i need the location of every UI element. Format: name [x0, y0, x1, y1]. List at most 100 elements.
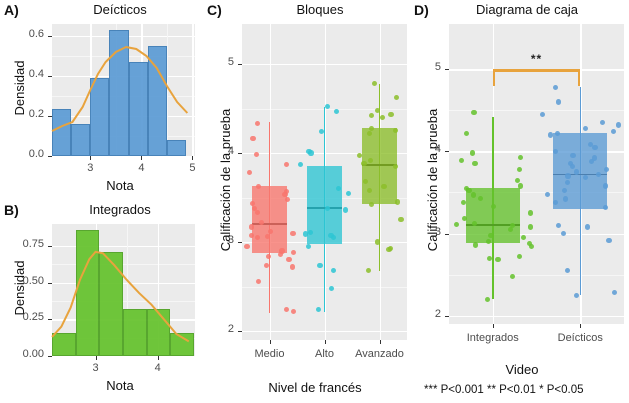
gridline-h-minor [449, 110, 624, 112]
data-point [599, 120, 606, 126]
y-tick-mark [238, 331, 242, 333]
x-tick-label: Deícticos [557, 332, 603, 344]
panel-a-letter: A) [4, 2, 19, 18]
data-point [472, 161, 478, 167]
box-median [252, 223, 287, 226]
panel-b-plot-area: 0.00 0.25 0.50 0.75 3 4 [23, 224, 195, 374]
panel-a: A) Deícticos Densidad Nota 0.0 0.2 0.4 0.6 3… [0, 0, 205, 200]
data-point [342, 207, 349, 213]
y-tick-label: 5 [434, 61, 441, 74]
data-point [308, 150, 314, 156]
panel-d-ylabel: Calificación de la prueba [425, 108, 440, 252]
y-tick-label: 4 [227, 145, 234, 158]
data-point [469, 150, 476, 156]
data-point [306, 243, 312, 250]
x-tick-label: 3 [92, 362, 99, 374]
data-point [367, 130, 373, 137]
histogram-bar [147, 46, 167, 156]
data-point [248, 224, 254, 230]
panel-a-xlabel: Nota [106, 178, 134, 193]
data-point [561, 188, 568, 194]
data-point [369, 113, 375, 119]
histogram-bar [166, 140, 187, 156]
data-point [307, 229, 314, 235]
panel-b: B) Integrados Densidad Nota 0.00 0.25 0.50… [0, 200, 205, 403]
data-point [514, 177, 520, 183]
data-point [470, 192, 476, 198]
histogram-bar [52, 332, 76, 356]
y-tick-label: 0.4 [28, 68, 44, 80]
data-point [277, 251, 283, 258]
data-point [393, 95, 399, 101]
data-point [356, 153, 362, 159]
x-tick-label: 4 [138, 162, 145, 174]
data-point [461, 199, 467, 205]
y-tick-label: 0.2 [28, 108, 44, 120]
y-tick-mark [48, 319, 52, 321]
data-point [244, 243, 250, 250]
data-point [286, 257, 292, 263]
data-point [518, 183, 524, 189]
gridline-h-minor [52, 264, 195, 266]
y-tick-mark [48, 246, 52, 247]
bracket-top [492, 69, 581, 72]
data-point [527, 224, 533, 230]
panel-c: C) Bloques Calificación de la prueba Niv… [205, 0, 412, 403]
data-point [298, 162, 304, 168]
data-point [363, 178, 369, 185]
data-point [318, 129, 324, 135]
y-tick-mark [238, 242, 242, 244]
data-point [587, 142, 594, 148]
gridline-h-minor [52, 301, 195, 302]
significance-stars: ** [530, 52, 543, 67]
data-point [290, 230, 296, 236]
box-median [465, 223, 520, 226]
data-point [249, 233, 255, 239]
histogram-bar [52, 109, 72, 156]
panel-b-xlabel: Nota [106, 378, 134, 393]
data-point [256, 278, 262, 284]
panel-a-ylabel: Densidad [12, 60, 27, 116]
data-point [366, 267, 372, 274]
x-tick-label: Medio [254, 348, 285, 360]
data-point [458, 157, 465, 164]
data-point [553, 199, 559, 205]
y-tick-label: 2 [227, 323, 234, 336]
y-tick-label: 0.50 [22, 274, 44, 287]
data-point [545, 191, 551, 197]
data-point [325, 104, 331, 110]
density-curve [51, 250, 190, 343]
data-point [574, 169, 580, 175]
box-median [307, 207, 342, 210]
panel-c-letter: C) [207, 2, 222, 18]
data-point [247, 170, 253, 176]
data-point [491, 203, 497, 210]
panel-d: D) Diagrama de caja Calificación de la p… [412, 0, 629, 403]
box-rect [307, 166, 342, 244]
y-tick-mark [48, 356, 52, 357]
x-tick-mark [269, 340, 271, 344]
data-point [582, 175, 589, 181]
gridline-h [449, 233, 624, 235]
panel-d-xlabel: Video [505, 362, 539, 377]
gridline-h [52, 246, 195, 248]
data-point [592, 155, 598, 161]
y-tick-label: 4 [434, 143, 441, 156]
x-tick-label: Avanzado [355, 348, 404, 360]
data-point [569, 163, 576, 169]
data-point [604, 166, 610, 173]
y-tick-label: 3 [434, 225, 441, 238]
bracket-left-arm [492, 69, 496, 87]
data-point [398, 217, 404, 223]
data-point [527, 210, 533, 216]
data-point [565, 180, 571, 186]
y-tick-label: 0.00 [22, 348, 44, 360]
y-tick-mark [48, 282, 52, 284]
x-tick-label: 4 [154, 362, 161, 374]
data-point [284, 162, 290, 168]
panel-d-plot-area: 2 3 4 5 Integrados Deícticos ** [435, 24, 624, 344]
panel-b-letter: B) [4, 202, 19, 218]
data-point [317, 262, 323, 268]
data-point [372, 81, 378, 87]
gridline-h [449, 315, 624, 318]
